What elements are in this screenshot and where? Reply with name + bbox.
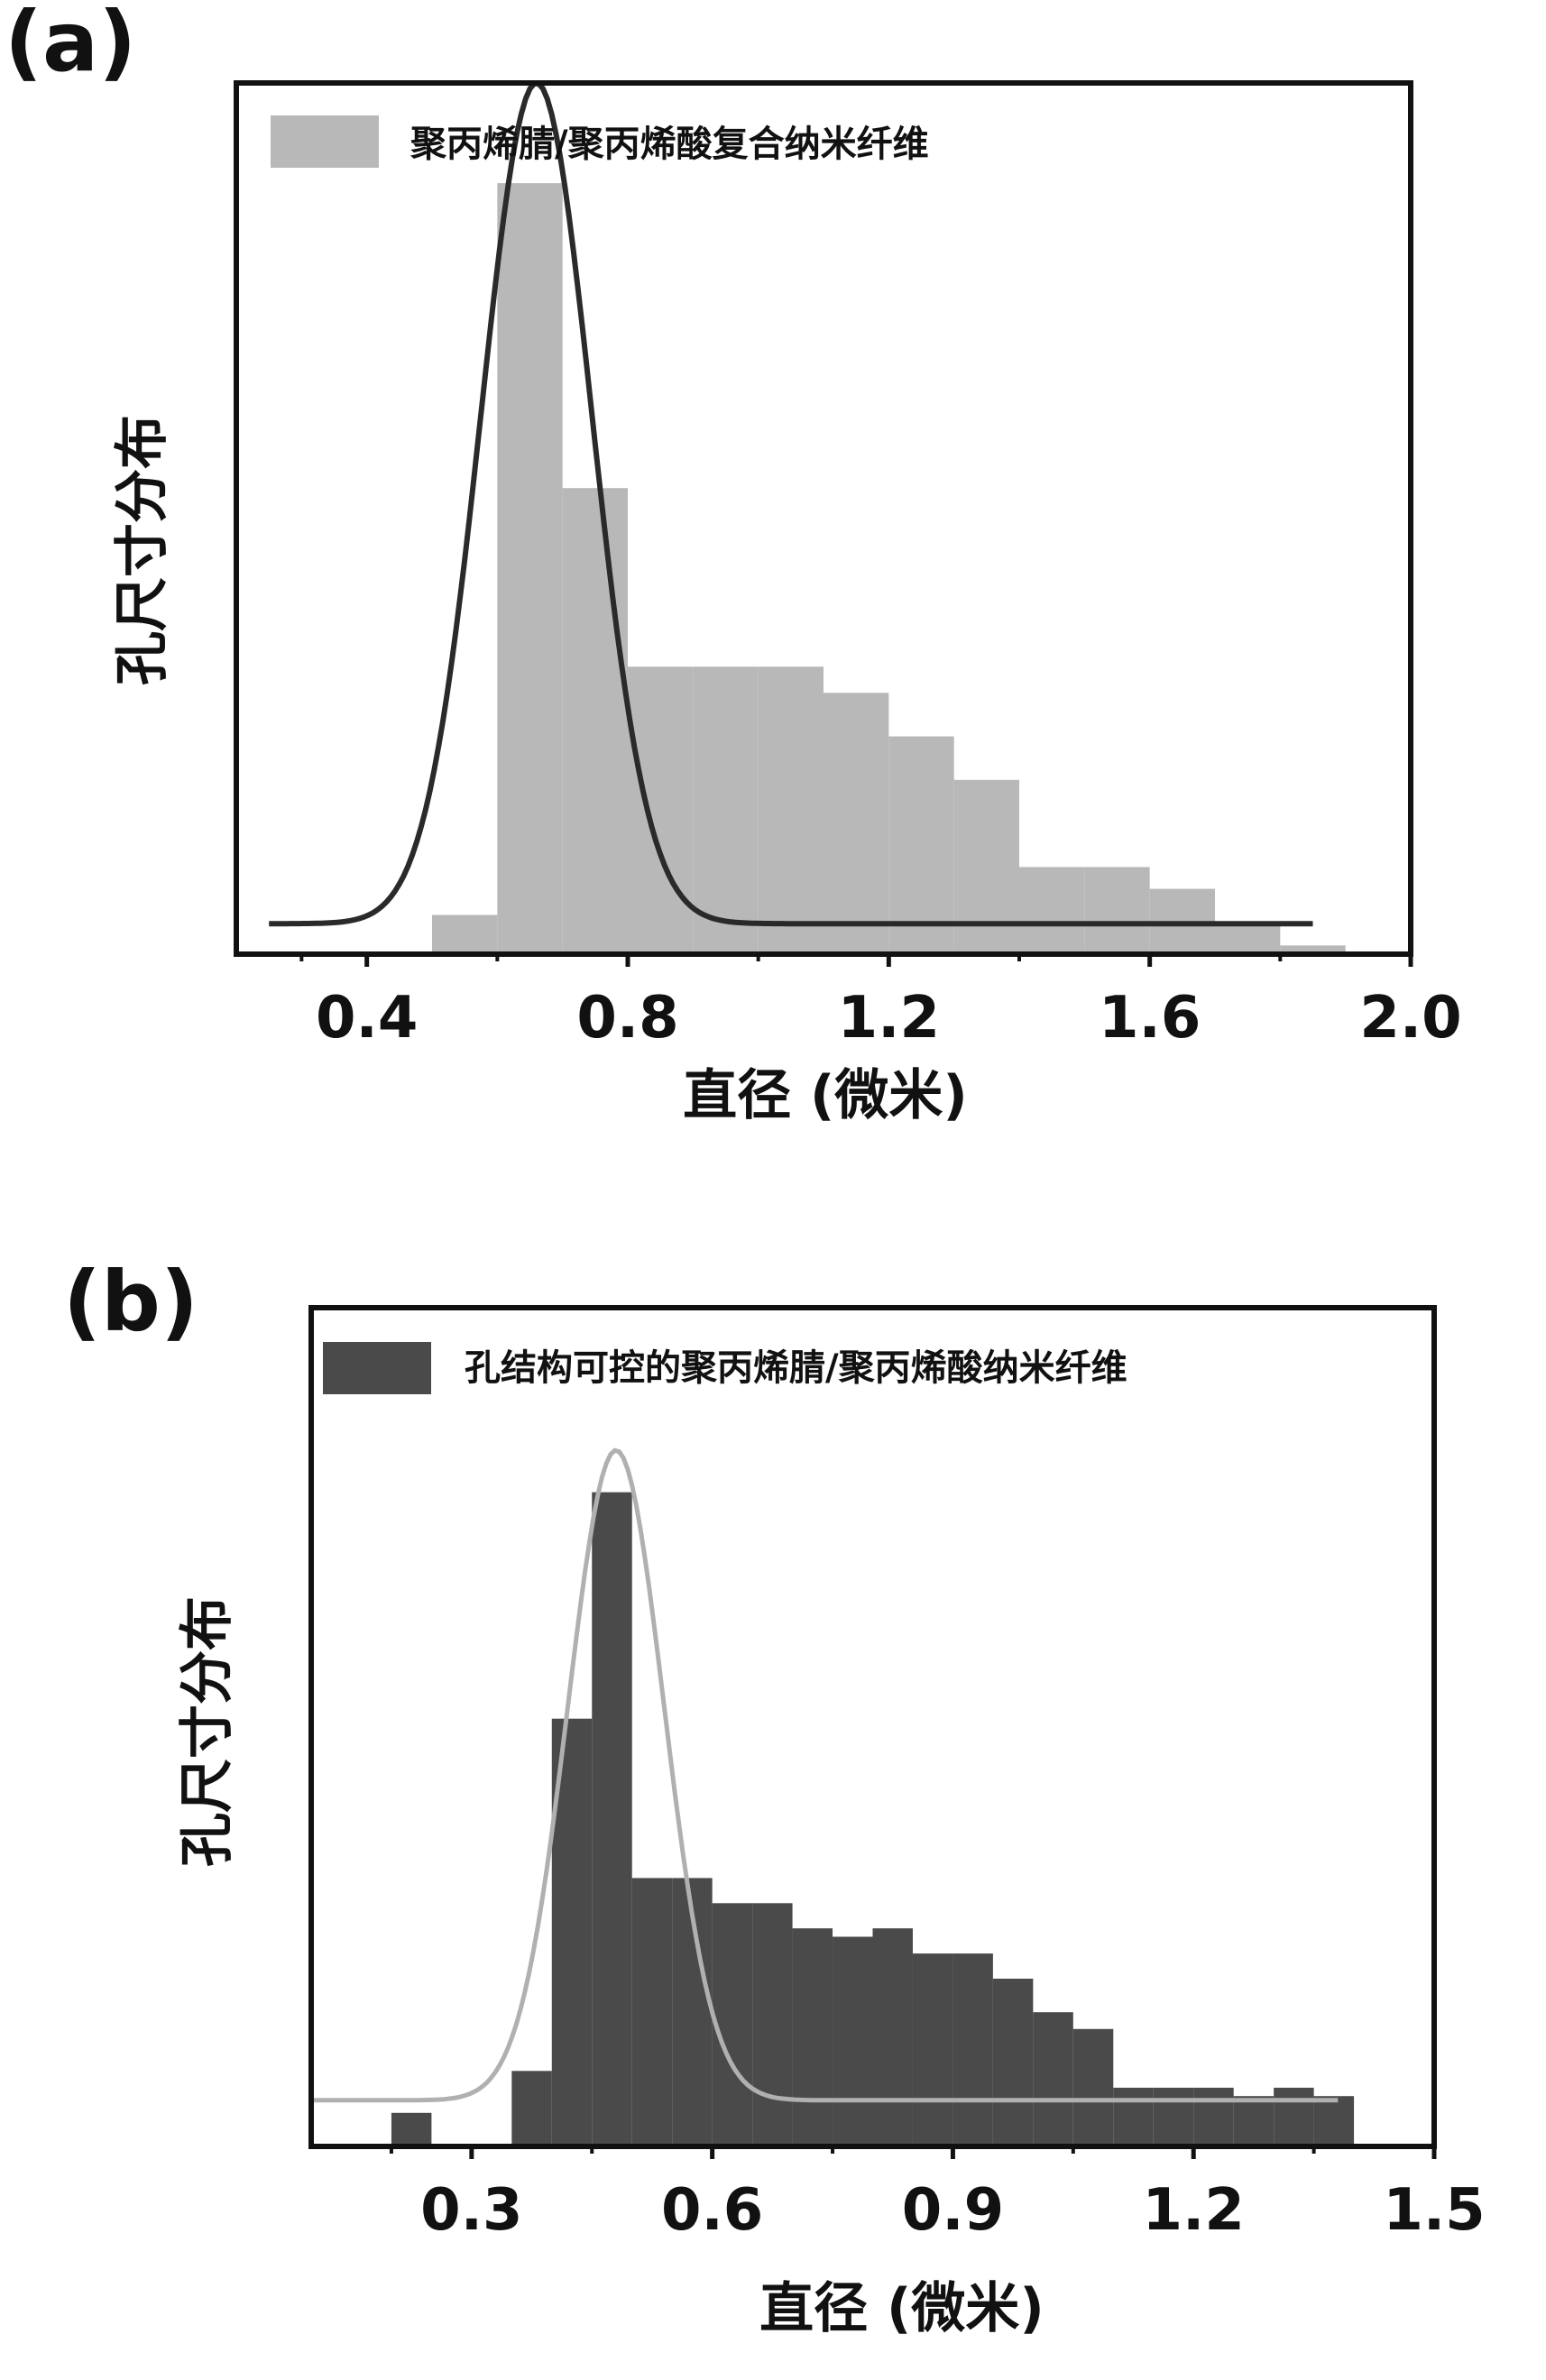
x-tick-label: 0.8 — [576, 985, 678, 1052]
panel-a-x-axis-title: 直径 (微米) — [683, 1064, 968, 1127]
x-tick-label: 1.5 — [1383, 2177, 1485, 2244]
histogram-bar — [1084, 867, 1150, 954]
histogram-bar — [1313, 2096, 1355, 2146]
histogram-bar — [752, 1903, 793, 2146]
panel-b-label: (b) — [63, 1254, 198, 1350]
panel-a: (a) 0.4 0.8 1.2 1.6 2.0 聚丙烯腈/聚丙烯酸复合纳米纤维 直径 (… — [5, 0, 1462, 1127]
panel-a-y-axis-title: 孔尺寸分布 — [111, 415, 174, 685]
x-tick-label: 2.0 — [1359, 985, 1461, 1052]
panel-b-fit-curve — [311, 1447, 1339, 2103]
x-tick-label: 0.6 — [661, 2177, 763, 2244]
histogram-bar — [992, 1979, 1034, 2146]
panel-a-bars — [432, 183, 1346, 955]
histogram-bar — [953, 779, 1019, 954]
histogram-bar — [1033, 2012, 1073, 2146]
histogram-bar — [391, 2112, 432, 2146]
panel-b-legend-label: 孔结构可控的聚丙烯腈/聚丙烯酸纳米纤维 — [465, 1347, 1127, 1389]
panel-a-label: (a) — [5, 0, 136, 90]
panel-a-x-ticks: 0.4 0.8 1.2 1.6 2.0 — [299, 954, 1462, 1052]
histogram-bar — [1072, 2028, 1114, 2146]
x-tick-label: 0.9 — [902, 2177, 1004, 2244]
x-tick-label: 0.3 — [420, 2177, 522, 2244]
histogram-bar — [511, 2071, 552, 2146]
histogram-bar — [952, 1953, 993, 2146]
histogram-bar — [888, 736, 954, 954]
panel-a-legend-swatch — [271, 115, 379, 168]
panel-b: (b) 0.3 0.6 0.9 1.2 1.5 孔结构可控的聚丙烯腈/聚丙烯酸纳米纤维 … — [63, 1254, 1486, 2340]
histogram-bar — [592, 1492, 632, 2146]
histogram-bar — [912, 1953, 953, 2146]
histogram-bar — [872, 1928, 913, 2146]
histogram-bar — [824, 693, 889, 954]
histogram-bar — [1113, 2087, 1154, 2146]
panel-b-legend-swatch — [323, 1342, 431, 1394]
panel-b-y-axis-title: 孔尺寸分布 — [176, 1596, 239, 1867]
histogram-bar — [1280, 945, 1346, 954]
histogram-bar — [562, 488, 628, 954]
histogram-bar — [712, 1903, 753, 2146]
histogram-bar — [1233, 2096, 1275, 2146]
panel-b-plot-frame — [308, 1305, 1437, 2149]
histogram-bar — [693, 666, 759, 954]
histogram-bar — [1019, 867, 1085, 954]
x-tick-label: 1.2 — [838, 985, 940, 1052]
panel-a-legend: 聚丙烯腈/聚丙烯酸复合纳米纤维 — [271, 115, 929, 168]
panel-b-legend: 孔结构可控的聚丙烯腈/聚丙烯酸纳米纤维 — [323, 1342, 1127, 1394]
panel-a-fit-curve — [269, 80, 1313, 927]
x-tick-label: 1.6 — [1099, 985, 1201, 1052]
x-tick-label: 0.4 — [316, 985, 418, 1052]
panel-b-x-ticks: 0.3 0.6 0.9 1.2 1.5 — [389, 2146, 1486, 2244]
panel-b-x-axis-title: 直径 (微米) — [759, 2277, 1044, 2340]
panel-a-legend-label: 聚丙烯腈/聚丙烯酸复合纳米纤维 — [410, 124, 929, 165]
histogram-bar — [833, 1936, 873, 2146]
histogram-bar — [1193, 2087, 1234, 2146]
histogram-bar — [1274, 2087, 1314, 2146]
histogram-bar — [497, 183, 563, 955]
histogram-bar — [1215, 924, 1281, 954]
x-tick-label: 1.2 — [1143, 2177, 1245, 2244]
histogram-bar — [792, 1928, 833, 2146]
histogram-bar — [631, 1878, 673, 2146]
panel-b-bars — [391, 1492, 1355, 2146]
histogram-bar — [1153, 2087, 1194, 2146]
histogram-bar — [432, 914, 498, 954]
histogram-bar — [758, 666, 824, 954]
histogram-bar — [628, 666, 694, 954]
panel-a-plot-frame — [234, 80, 1413, 957]
